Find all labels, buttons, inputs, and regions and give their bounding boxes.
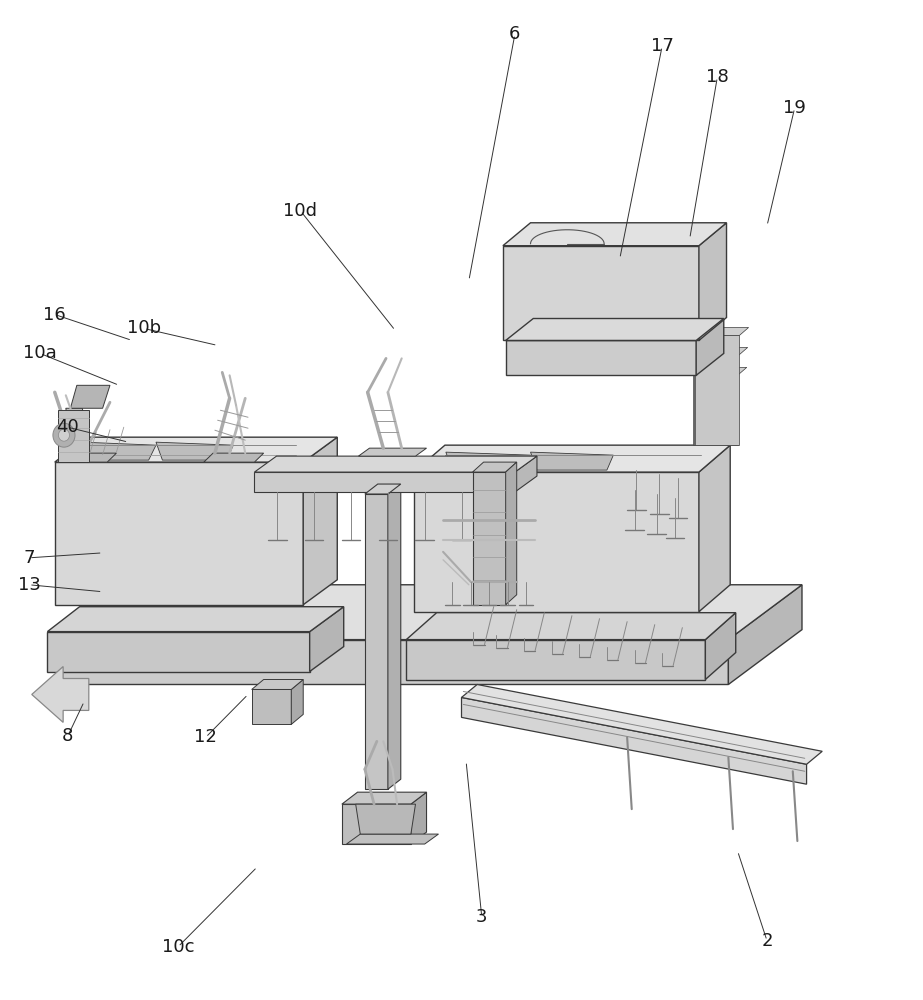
Polygon shape bbox=[388, 484, 401, 789]
Polygon shape bbox=[414, 445, 730, 472]
Polygon shape bbox=[66, 408, 89, 453]
Polygon shape bbox=[693, 375, 737, 445]
Text: 3: 3 bbox=[476, 908, 487, 926]
Text: 18: 18 bbox=[706, 68, 728, 86]
Polygon shape bbox=[56, 640, 728, 684]
Polygon shape bbox=[342, 804, 411, 844]
Polygon shape bbox=[342, 792, 426, 804]
Polygon shape bbox=[446, 452, 531, 470]
Polygon shape bbox=[695, 335, 739, 445]
Polygon shape bbox=[346, 834, 438, 844]
Text: 10a: 10a bbox=[23, 344, 57, 362]
Polygon shape bbox=[462, 697, 807, 784]
Text: 10c: 10c bbox=[162, 938, 195, 956]
Text: 7: 7 bbox=[23, 549, 35, 567]
Polygon shape bbox=[47, 607, 343, 632]
Polygon shape bbox=[365, 494, 388, 789]
Polygon shape bbox=[506, 340, 696, 375]
Polygon shape bbox=[82, 442, 156, 460]
Text: 16: 16 bbox=[43, 306, 66, 324]
Polygon shape bbox=[156, 442, 234, 460]
Polygon shape bbox=[70, 385, 110, 408]
Text: 17: 17 bbox=[651, 37, 674, 55]
Polygon shape bbox=[56, 585, 802, 640]
Polygon shape bbox=[358, 448, 426, 456]
Polygon shape bbox=[414, 472, 699, 612]
Text: 19: 19 bbox=[784, 99, 806, 117]
Polygon shape bbox=[503, 223, 726, 246]
Text: 2: 2 bbox=[761, 932, 773, 950]
Circle shape bbox=[53, 423, 75, 447]
Polygon shape bbox=[355, 804, 415, 834]
Polygon shape bbox=[255, 456, 537, 472]
Polygon shape bbox=[728, 585, 802, 684]
Polygon shape bbox=[406, 640, 705, 680]
Polygon shape bbox=[473, 472, 506, 605]
Polygon shape bbox=[693, 367, 747, 375]
Polygon shape bbox=[411, 792, 426, 844]
Text: 40: 40 bbox=[56, 418, 79, 436]
Text: 10b: 10b bbox=[127, 319, 162, 337]
Text: 13: 13 bbox=[18, 576, 41, 594]
Polygon shape bbox=[304, 437, 337, 605]
Polygon shape bbox=[54, 437, 337, 462]
Polygon shape bbox=[255, 472, 515, 492]
Polygon shape bbox=[506, 319, 724, 340]
Text: 12: 12 bbox=[194, 728, 217, 746]
Polygon shape bbox=[61, 453, 116, 462]
Polygon shape bbox=[252, 680, 304, 689]
Circle shape bbox=[58, 429, 69, 441]
Polygon shape bbox=[705, 613, 736, 680]
Polygon shape bbox=[696, 319, 724, 375]
Text: 6: 6 bbox=[509, 25, 521, 43]
Polygon shape bbox=[531, 452, 614, 470]
Polygon shape bbox=[694, 347, 748, 355]
Polygon shape bbox=[47, 632, 309, 672]
Polygon shape bbox=[695, 327, 749, 335]
Text: 10d: 10d bbox=[283, 202, 318, 220]
Polygon shape bbox=[365, 484, 401, 494]
Polygon shape bbox=[204, 453, 264, 462]
Text: 8: 8 bbox=[62, 727, 73, 745]
Polygon shape bbox=[309, 607, 343, 672]
Polygon shape bbox=[58, 410, 89, 462]
Polygon shape bbox=[252, 689, 292, 724]
Polygon shape bbox=[699, 445, 730, 612]
Polygon shape bbox=[503, 246, 699, 340]
Polygon shape bbox=[515, 456, 537, 492]
Polygon shape bbox=[473, 462, 517, 472]
Polygon shape bbox=[462, 684, 822, 764]
Polygon shape bbox=[694, 355, 738, 445]
Polygon shape bbox=[292, 680, 304, 724]
Polygon shape bbox=[506, 462, 517, 605]
Polygon shape bbox=[406, 613, 736, 640]
Polygon shape bbox=[54, 462, 304, 605]
Polygon shape bbox=[699, 223, 726, 340]
Polygon shape bbox=[31, 667, 89, 722]
